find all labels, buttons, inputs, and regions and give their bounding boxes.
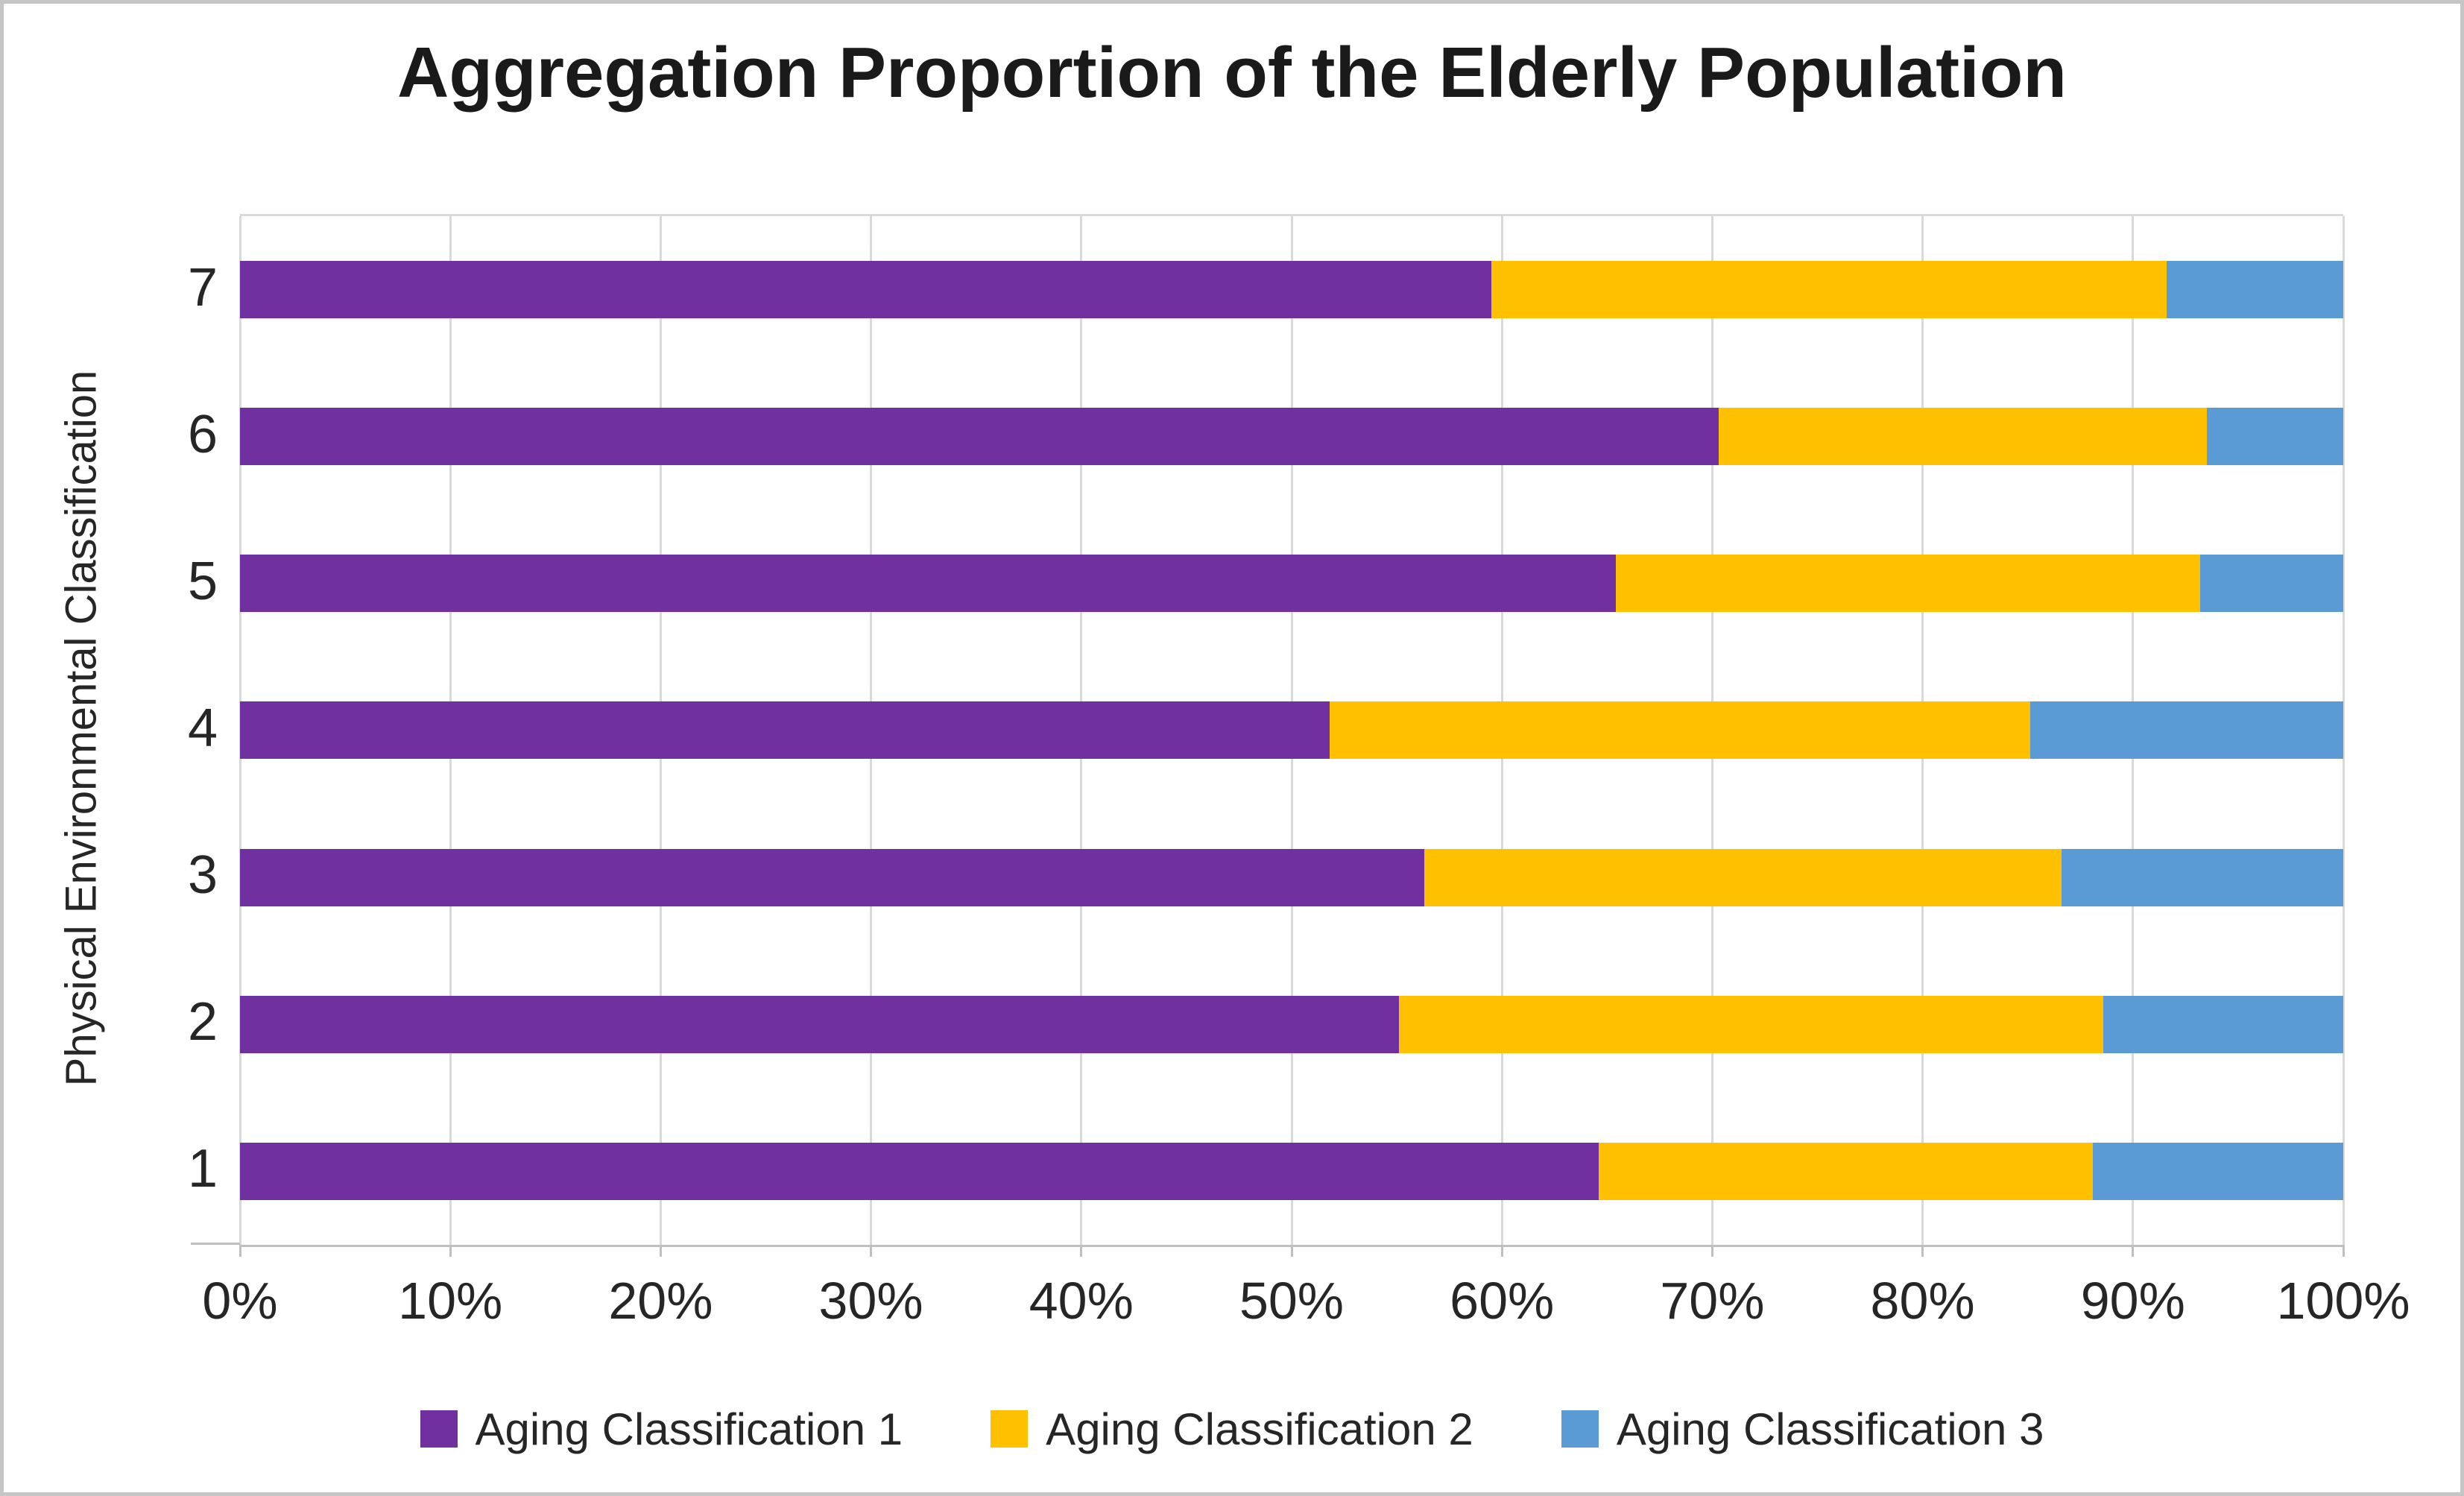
x-tick-label-10%: 10% (398, 1272, 503, 1330)
y-tick-label-2: 2 (187, 992, 218, 1052)
stacked-bar-6 (240, 408, 2343, 466)
x-tick-mark-100% (2342, 1245, 2345, 1257)
x-tick-label-0%: 0% (202, 1272, 278, 1330)
bar-segment-cat7-series3 (2166, 261, 2343, 319)
bar-segment-cat5-series1 (240, 555, 1616, 613)
bar-row-7 (240, 216, 2343, 363)
x-axis-line-extension (191, 1243, 240, 1245)
legend-label: Aging Classification 2 (1046, 1404, 1473, 1454)
bar-row-2 (240, 951, 2343, 1098)
stacked-bar-2 (240, 995, 2343, 1053)
bar-segment-cat4-series3 (2029, 701, 2343, 760)
bar-segment-cat3-series1 (240, 848, 1424, 906)
x-tick-mark-60% (1500, 1245, 1503, 1257)
legend-label: Aging Classification 3 (1616, 1404, 2044, 1454)
x-tick-label-80%: 80% (1870, 1272, 1975, 1330)
y-tick-label-3: 3 (187, 845, 218, 906)
legend-swatch-icon (420, 1410, 458, 1448)
bar-segment-cat6-series1 (240, 408, 1719, 466)
x-tick-mark-30% (870, 1245, 873, 1257)
legend-item-2: Aging Classification 2 (991, 1404, 1473, 1455)
plot-area (238, 214, 2345, 1247)
y-tick-label-6: 6 (187, 404, 218, 464)
x-tick-mark-0% (238, 1245, 241, 1257)
x-tick-mark-80% (1921, 1245, 1924, 1257)
bar-segment-cat7-series2 (1491, 261, 2167, 319)
x-tick-label-50%: 50% (1239, 1272, 1345, 1330)
bar-segment-cat4-series1 (240, 701, 1330, 760)
legend-swatch-icon (1561, 1410, 1599, 1448)
bar-segment-cat1-series3 (2093, 1142, 2343, 1200)
x-tick-mark-50% (1290, 1245, 1293, 1257)
x-tick-mark-10% (449, 1245, 452, 1257)
x-tick-mark-40% (1080, 1245, 1083, 1257)
stacked-bar-7 (240, 261, 2343, 319)
x-tick-label-90%: 90% (2080, 1272, 2185, 1330)
x-tick-label-100%: 100% (2276, 1272, 2410, 1330)
x-tick-mark-70% (1710, 1245, 1713, 1257)
bar-row-1 (240, 1098, 2343, 1245)
x-tick-mark-20% (659, 1245, 662, 1257)
legend-item-1: Aging Classification 1 (420, 1404, 903, 1455)
bar-segment-cat3-series2 (1424, 848, 2062, 906)
bar-row-4 (240, 657, 2343, 804)
bar-segment-cat2-series2 (1398, 995, 2104, 1053)
y-tick-label-5: 5 (187, 551, 218, 611)
bar-segment-cat5-series2 (1615, 555, 2201, 613)
bar-segment-cat2-series1 (240, 995, 1399, 1053)
x-tick-label-20%: 20% (608, 1272, 713, 1330)
bar-segment-cat3-series3 (2061, 848, 2343, 906)
bar-segment-cat6-series2 (1718, 408, 2207, 466)
x-tick-label-30%: 30% (818, 1272, 923, 1330)
bar-segment-cat2-series3 (2103, 995, 2343, 1053)
legend-item-3: Aging Classification 3 (1561, 1404, 2044, 1455)
x-tick-label-60%: 60% (1450, 1272, 1555, 1330)
legend-label: Aging Classification 1 (475, 1404, 903, 1454)
x-tick-label-40%: 40% (1029, 1272, 1134, 1330)
gridline-100% (2342, 216, 2345, 1245)
bar-segment-cat1-series2 (1599, 1142, 2094, 1200)
legend-swatch-icon (991, 1410, 1029, 1448)
stacked-bar-1 (240, 1142, 2343, 1200)
y-tick-label-4: 4 (187, 698, 218, 758)
bar-segment-cat7-series1 (240, 261, 1492, 319)
bar-segment-cat4-series2 (1329, 701, 2030, 760)
stacked-bar-3 (240, 848, 2343, 906)
x-tick-mark-90% (2132, 1245, 2135, 1257)
y-tick-label-1: 1 (187, 1139, 218, 1199)
bar-segment-cat5-series3 (2200, 555, 2343, 613)
bar-row-6 (240, 363, 2343, 510)
bar-segment-cat1-series1 (240, 1142, 1599, 1200)
bar-row-5 (240, 510, 2343, 657)
y-tick-label-7: 7 (187, 257, 218, 318)
legend: Aging Classification 1 Aging Classificati… (4, 1392, 2460, 1466)
chart-title: Aggregation Proportion of the Elderly Po… (397, 33, 2067, 113)
stacked-bar-4 (240, 701, 2343, 760)
stacked-bar-5 (240, 555, 2343, 613)
bar-row-3 (240, 804, 2343, 951)
x-tick-label-70%: 70% (1660, 1272, 1765, 1330)
bar-segment-cat6-series3 (2206, 408, 2343, 466)
